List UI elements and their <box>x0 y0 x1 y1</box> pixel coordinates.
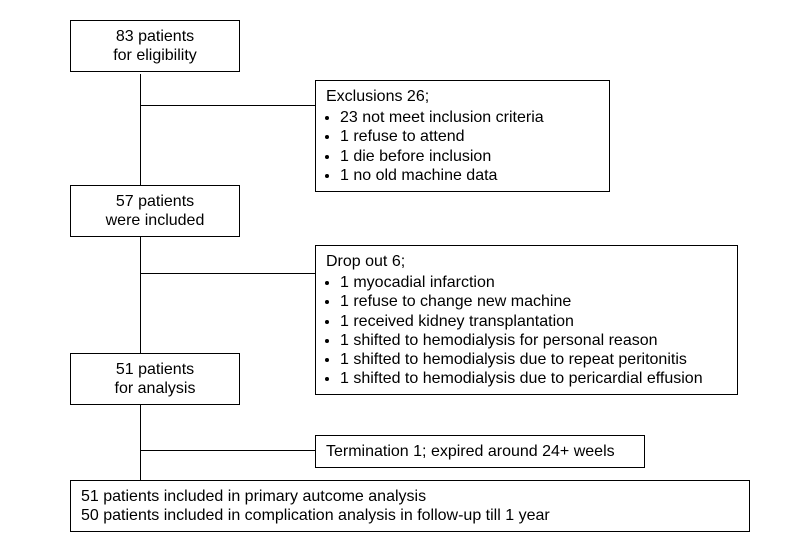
connector-dropout <box>140 273 315 274</box>
box-analysis: 51 patients for analysis <box>70 353 240 405</box>
final-line2: 50 patients included in complication ana… <box>81 506 739 525</box>
box-eligibility: 83 patients for eligibility <box>70 20 240 72</box>
box-final: 51 patients included in primary autcome … <box>70 480 750 532</box>
exclusions-item: 1 die before inclusion <box>340 147 599 166</box>
box-included: 57 patients were included <box>70 185 240 237</box>
included-line1: 57 patients <box>81 192 229 211</box>
dropout-item: 1 refuse to change new machine <box>340 292 727 311</box>
dropout-list: 1 myocadial infarction 1 refuse to chang… <box>326 273 727 388</box>
dropout-item: 1 shifted to hemodialysis due to pericar… <box>340 369 727 388</box>
connector-termination <box>140 450 315 451</box>
analysis-line2: for analysis <box>81 379 229 398</box>
dropout-item: 1 myocadial infarction <box>340 273 727 292</box>
connector-exclusions <box>140 105 315 106</box>
final-line1: 51 patients included in primary autcome … <box>81 487 739 506</box>
exclusions-list: 23 not meet inclusion criteria 1 refuse … <box>326 108 599 185</box>
box-dropout: Drop out 6; 1 myocadial infarction 1 ref… <box>315 245 738 395</box>
exclusions-item: 1 refuse to attend <box>340 127 599 146</box>
exclusions-header: Exclusions 26; <box>326 87 599 106</box>
box-exclusions: Exclusions 26; 23 not meet inclusion cri… <box>315 80 610 192</box>
analysis-line1: 51 patients <box>81 360 229 379</box>
dropout-item: 1 received kidney transplantation <box>340 312 727 331</box>
eligibility-line1: 83 patients <box>81 27 229 46</box>
exclusions-item: 1 no old machine data <box>340 166 599 185</box>
exclusions-item: 23 not meet inclusion criteria <box>340 108 599 127</box>
dropout-item: 1 shifted to hemodialysis for personal r… <box>340 331 727 350</box>
eligibility-line2: for eligibility <box>81 46 229 65</box>
box-termination: Termination 1; expired around 24+ weels <box>315 435 645 468</box>
termination-text: Termination 1; expired around 24+ weels <box>326 443 615 460</box>
dropout-item: 1 shifted to hemodialysis due to repeat … <box>340 350 727 369</box>
dropout-header: Drop out 6; <box>326 252 727 271</box>
included-line2: were included <box>81 211 229 230</box>
flow-spine <box>140 74 141 499</box>
